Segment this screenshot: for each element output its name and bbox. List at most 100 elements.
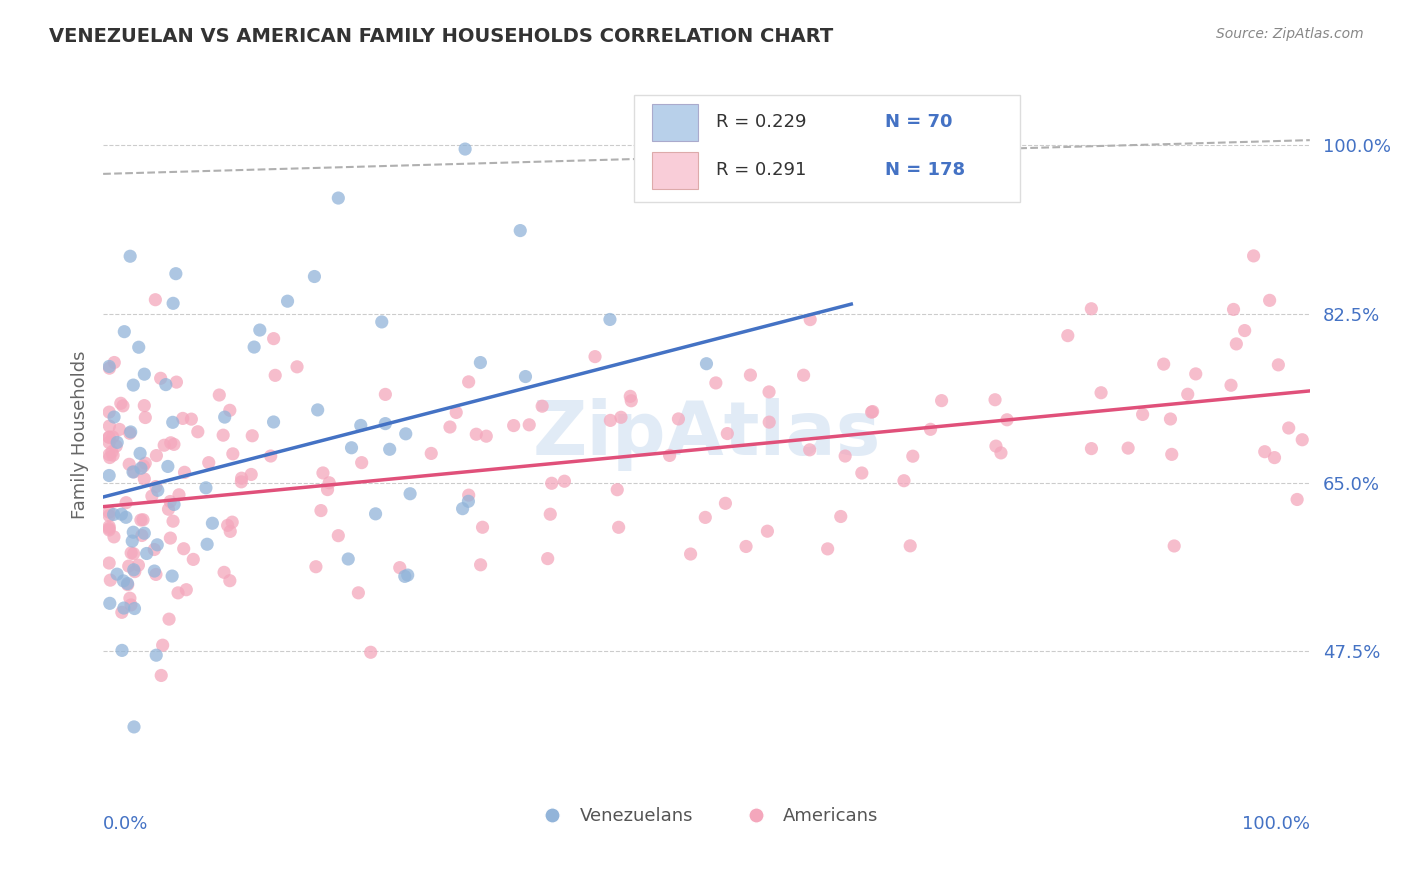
Point bbox=[1220, 378, 1243, 392]
Point bbox=[758, 384, 780, 399]
Point bbox=[347, 586, 370, 600]
Text: ZipAtlas: ZipAtlas bbox=[533, 398, 880, 471]
Point bbox=[212, 566, 235, 580]
Point bbox=[159, 435, 181, 450]
Point bbox=[309, 503, 332, 517]
Point bbox=[364, 507, 387, 521]
Point bbox=[101, 430, 124, 444]
Point bbox=[668, 412, 690, 426]
Point bbox=[121, 534, 143, 549]
Point bbox=[120, 249, 142, 263]
Point bbox=[132, 459, 155, 474]
Point bbox=[420, 446, 443, 460]
Point bbox=[517, 417, 540, 432]
Point bbox=[98, 556, 121, 570]
Point bbox=[112, 601, 135, 615]
Point bbox=[134, 399, 156, 413]
Point bbox=[163, 498, 186, 512]
Point bbox=[117, 577, 139, 591]
Point bbox=[307, 403, 329, 417]
Point bbox=[1116, 441, 1139, 455]
Point bbox=[1243, 249, 1265, 263]
Point bbox=[231, 475, 253, 489]
Text: VENEZUELAN VS AMERICAN FAMILY HOUSEHOLDS CORRELATION CHART: VENEZUELAN VS AMERICAN FAMILY HOUSEHOLDS… bbox=[49, 27, 834, 45]
Point bbox=[150, 668, 173, 682]
Point bbox=[1080, 442, 1102, 456]
Point bbox=[920, 422, 942, 436]
Point bbox=[1286, 492, 1309, 507]
Point bbox=[162, 296, 184, 310]
Point bbox=[471, 520, 494, 534]
Point bbox=[260, 449, 283, 463]
Point bbox=[134, 367, 156, 381]
Point bbox=[540, 476, 562, 491]
Point bbox=[98, 468, 121, 483]
Point bbox=[457, 494, 479, 508]
Point bbox=[145, 648, 167, 663]
Point bbox=[249, 323, 271, 337]
Point bbox=[98, 519, 121, 533]
Point bbox=[98, 505, 121, 519]
FancyBboxPatch shape bbox=[652, 152, 697, 189]
Point bbox=[399, 487, 422, 501]
Text: N = 178: N = 178 bbox=[884, 161, 965, 179]
Point bbox=[714, 496, 737, 510]
Point bbox=[194, 481, 217, 495]
Point bbox=[98, 435, 121, 450]
Point bbox=[118, 559, 141, 574]
Point bbox=[264, 368, 287, 383]
Point bbox=[115, 510, 138, 524]
Point bbox=[583, 350, 606, 364]
Point bbox=[98, 430, 121, 444]
Point bbox=[197, 456, 219, 470]
Point bbox=[263, 415, 285, 429]
Point bbox=[901, 449, 924, 463]
Text: R = 0.229: R = 0.229 bbox=[716, 113, 807, 131]
Point bbox=[145, 449, 167, 463]
Point bbox=[834, 449, 856, 463]
Point bbox=[195, 537, 218, 551]
Point bbox=[695, 357, 717, 371]
Point bbox=[1222, 302, 1244, 317]
Point bbox=[716, 426, 738, 441]
Point bbox=[129, 446, 152, 460]
Point bbox=[1080, 301, 1102, 316]
Point bbox=[98, 523, 121, 537]
Point bbox=[457, 375, 479, 389]
Point bbox=[374, 387, 396, 401]
Point bbox=[101, 448, 124, 462]
Point bbox=[304, 269, 326, 284]
Point bbox=[118, 458, 141, 472]
Point bbox=[117, 576, 139, 591]
Point bbox=[146, 483, 169, 498]
FancyBboxPatch shape bbox=[652, 103, 697, 141]
Point bbox=[98, 450, 121, 465]
Point bbox=[129, 513, 152, 527]
Point bbox=[799, 312, 821, 326]
Point bbox=[599, 312, 621, 326]
Point bbox=[305, 559, 328, 574]
Point bbox=[155, 377, 177, 392]
Point bbox=[108, 422, 131, 436]
Point bbox=[538, 507, 561, 521]
Point bbox=[318, 475, 340, 490]
Point bbox=[475, 429, 498, 443]
Point bbox=[817, 541, 839, 556]
Point bbox=[1267, 358, 1289, 372]
Point bbox=[658, 449, 681, 463]
Point bbox=[610, 410, 633, 425]
Point bbox=[799, 442, 821, 457]
Point bbox=[131, 528, 153, 542]
Point bbox=[470, 355, 492, 369]
Point bbox=[110, 507, 132, 521]
Point bbox=[502, 418, 524, 433]
Point bbox=[454, 142, 477, 156]
Point bbox=[122, 525, 145, 540]
Point bbox=[218, 574, 240, 588]
Point bbox=[165, 375, 187, 389]
Point bbox=[1153, 357, 1175, 371]
Point bbox=[112, 574, 135, 588]
Point bbox=[1225, 337, 1247, 351]
Point bbox=[898, 539, 921, 553]
Text: R = 0.291: R = 0.291 bbox=[716, 161, 807, 179]
